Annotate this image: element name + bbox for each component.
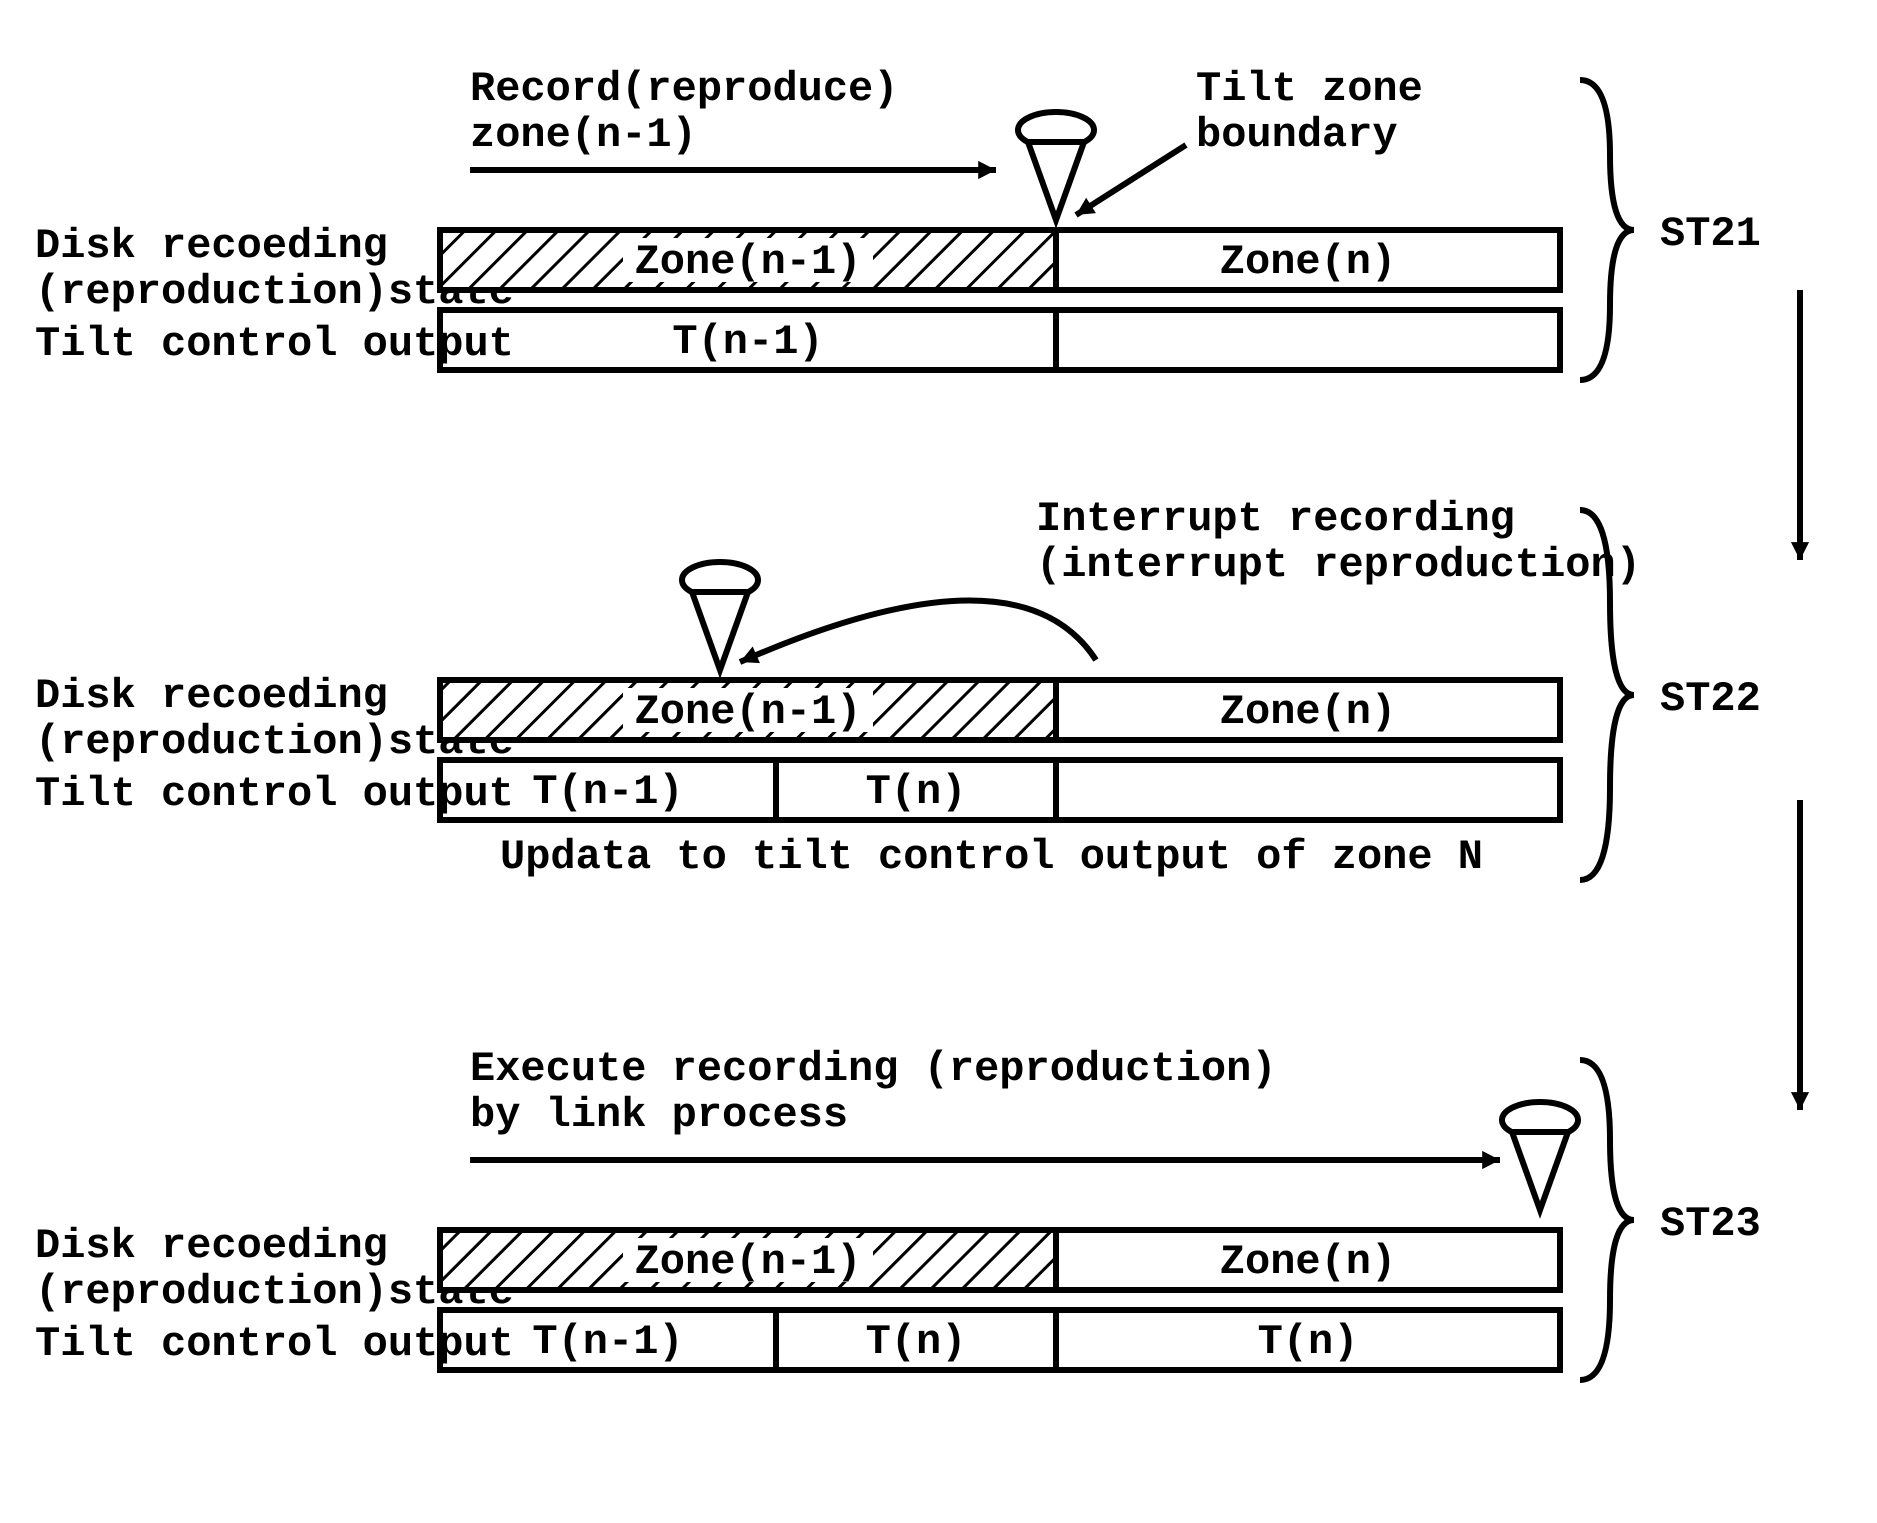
tilt-boundary-label: Tilt zoneboundary [1196, 65, 1423, 159]
arrowhead [1791, 1092, 1809, 1110]
tilt-cell: T(n) [1258, 1318, 1359, 1366]
optical-head-st21 [1018, 112, 1094, 220]
update-note: Updata to tilt control output of zone N [500, 833, 1483, 881]
tilt-cell: T(n) [866, 1318, 967, 1366]
tilt-cell: T(n-1) [672, 318, 823, 366]
brace-st21 [1580, 80, 1634, 380]
tilt-boundary-arrow [1076, 145, 1186, 215]
zone-next-text: Zone(n) [1220, 1238, 1396, 1286]
tilt-cell: T(n-1) [532, 768, 683, 816]
tilt-bar [440, 310, 1560, 370]
diagram-root: Disk recoeding(reproduction)stateTilt co… [20, 20, 1877, 1503]
arrowhead [1791, 542, 1809, 560]
st23-label: ST23 [1660, 1200, 1761, 1248]
optical-head-st23 [1502, 1102, 1578, 1210]
arrowhead [1482, 1151, 1500, 1169]
st21-label: ST21 [1660, 210, 1761, 258]
zone-prev-text: Zone(n-1) [635, 238, 862, 286]
execute-label: Execute recording (reproduction)by link … [470, 1045, 1277, 1139]
optical-head-st22 [682, 562, 758, 670]
zone-next-text: Zone(n) [1220, 238, 1396, 286]
arrowhead [978, 161, 996, 179]
zone-prev-text: Zone(n-1) [635, 1238, 862, 1286]
interrupt-arc [740, 600, 1096, 662]
st22-label: ST22 [1660, 675, 1761, 723]
tilt-cell: T(n) [866, 768, 967, 816]
brace-st23 [1580, 1060, 1634, 1380]
zone-next-text: Zone(n) [1220, 688, 1396, 736]
tilt-cell: T(n-1) [532, 1318, 683, 1366]
record-zone-label: Record(reproduce)zone(n-1) [470, 65, 898, 159]
interrupt-label: Interrupt recording(interrupt reproducti… [1036, 495, 1641, 589]
zone-prev-text: Zone(n-1) [635, 688, 862, 736]
